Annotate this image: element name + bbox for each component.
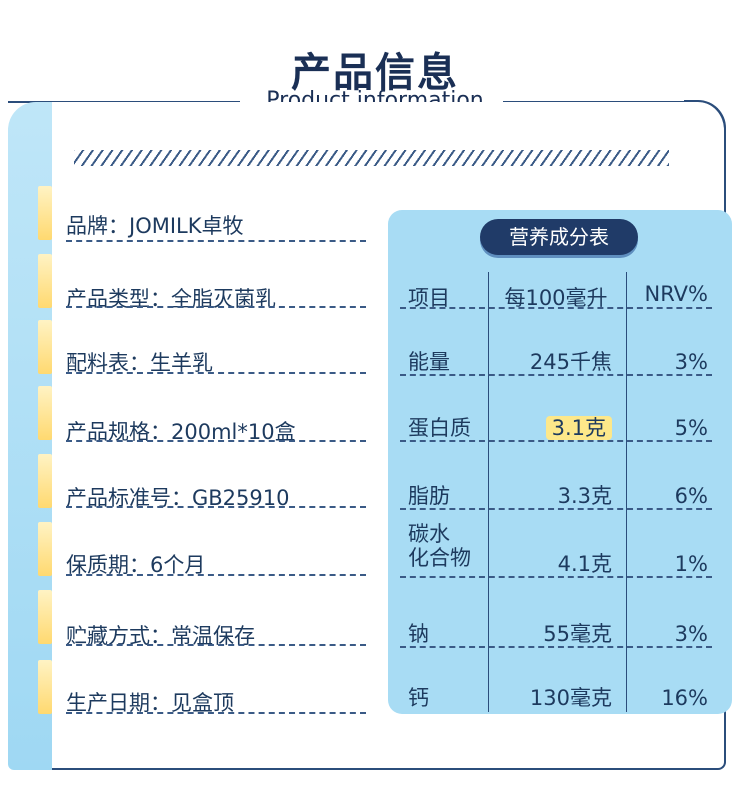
info-divider [66, 574, 366, 576]
table-row-divider [400, 646, 712, 648]
header-per-100ml: 每100毫升 [504, 286, 608, 310]
nutrient-nrv: 3% [674, 350, 708, 374]
info-divider [66, 712, 366, 714]
nutrient-value: 3.3克 [557, 484, 612, 508]
header-item: 项目 [408, 286, 450, 310]
nutrient-name-multiline: 碳水 化合物 [408, 522, 471, 570]
info-divider [66, 506, 366, 508]
nutrient-value: 55毫克 [543, 622, 612, 646]
info-divider [66, 440, 366, 442]
hatch-divider [74, 150, 669, 166]
table-column-divider [488, 272, 489, 712]
row-tab [38, 386, 52, 440]
info-brand: 品牌：JOMILK卓牧 [66, 214, 244, 238]
info-divider [66, 306, 366, 308]
nutrient-name: 脂肪 [408, 484, 450, 508]
row-tab [38, 454, 52, 508]
nutrient-nrv: 6% [674, 484, 708, 508]
row-tab [38, 660, 52, 714]
table-row-divider [400, 576, 712, 578]
nutrient-name: 钠 [408, 622, 429, 646]
nutrient-nrv: 16% [661, 686, 708, 710]
info-ingredients: 配料表：生羊乳 [66, 351, 213, 375]
table-row-divider [400, 440, 712, 442]
row-tab [38, 254, 52, 308]
nutrient-name: 蛋白质 [408, 416, 471, 440]
info-shelf-life: 保质期：6个月 [66, 553, 206, 577]
nutrient-value: 245千焦 [529, 350, 612, 374]
info-divider [66, 240, 366, 242]
nutrient-name: 能量 [408, 350, 450, 374]
header-nrv: NRV% [644, 282, 708, 306]
table-column-divider [626, 272, 627, 712]
nutrient-name-line1: 碳水 [408, 522, 450, 546]
nutrition-title: 营养成分表 [480, 219, 638, 255]
info-production-date: 生产日期：见盒顶 [66, 691, 234, 715]
nutrient-name-line2: 化合物 [408, 546, 471, 570]
nutrient-nrv: 5% [674, 416, 708, 440]
table-row-divider [400, 508, 712, 510]
info-divider [66, 372, 366, 374]
row-tab [38, 320, 52, 374]
nutrient-value-highlighted: 3.1克 [490, 412, 612, 442]
page-title: 产品信息 [291, 50, 459, 96]
table-row-divider [400, 307, 712, 309]
info-divider [66, 644, 366, 646]
nutrient-nrv: 3% [674, 622, 708, 646]
nutrition-table [388, 210, 732, 714]
row-tab [38, 186, 52, 240]
nutrient-value: 130毫克 [529, 686, 612, 710]
nutrient-value: 4.1克 [557, 552, 612, 576]
table-row-divider [400, 374, 712, 376]
nutrient-nrv: 1% [674, 552, 708, 576]
protein-highlight: 3.1克 [545, 416, 612, 440]
row-tab [38, 522, 52, 576]
row-tab [38, 590, 52, 644]
info-type: 产品类型：全脂灭菌乳 [66, 287, 276, 311]
nutrient-name: 钙 [408, 686, 429, 710]
